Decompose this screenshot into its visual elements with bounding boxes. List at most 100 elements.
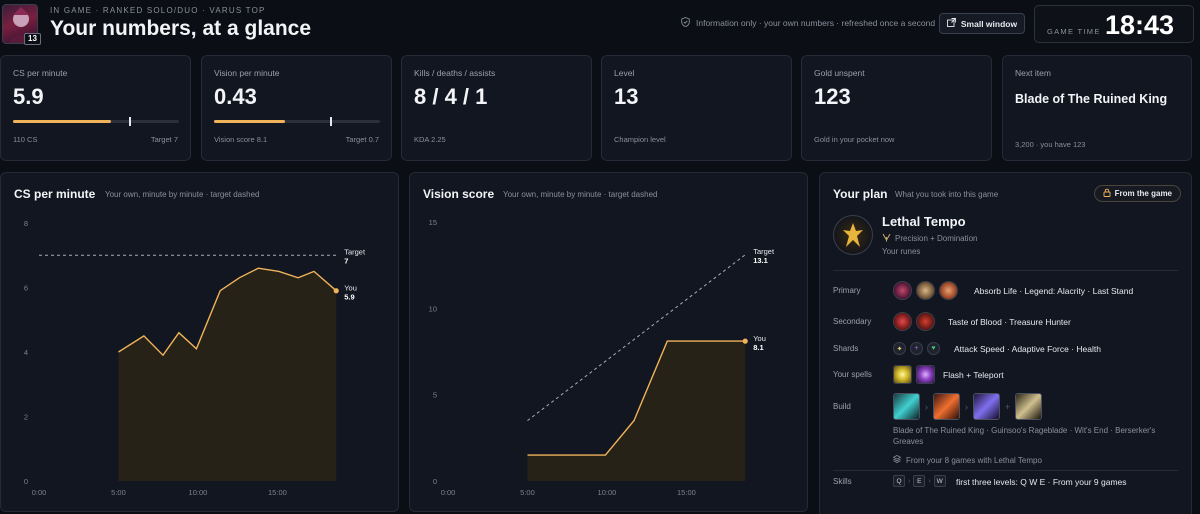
- last-stand-icon: [939, 281, 958, 300]
- target-label: Target: [753, 247, 775, 256]
- build-source-text: From your 8 games with Lethal Tempo: [906, 455, 1042, 465]
- y-tick-label: 0: [433, 477, 437, 486]
- target-marker: [129, 117, 131, 126]
- primary-runes-text: Absorb Life · Legend: Alacrity · Last St…: [974, 286, 1134, 296]
- absorb-life-icon: [893, 281, 912, 300]
- game-context: IN GAME · RANKED SOLO/DUO · VARUS TOP: [50, 6, 266, 15]
- rune-trees: Precision + Domination: [882, 233, 977, 244]
- stat-footnote: 3,200 · you have 123: [1015, 140, 1086, 149]
- keystone-name: Lethal Tempo: [882, 214, 966, 229]
- skills-label: Skills: [833, 477, 852, 486]
- legend-alacrity-icon: [916, 281, 935, 300]
- stat-card-gold: Gold unspent 123 Gold in your pocket now: [801, 55, 992, 161]
- game-time-panel: GAME TIME 18:43: [1034, 5, 1194, 43]
- layers-icon: [892, 455, 902, 465]
- series-area: [527, 341, 746, 481]
- skill-keys: Q › E › W: [893, 475, 946, 487]
- build-label: Build: [833, 402, 851, 411]
- x-tick-label: 5:00: [520, 488, 535, 497]
- stat-label: Vision per minute: [214, 68, 280, 78]
- popout-icon: [946, 18, 956, 29]
- small-window-button[interactable]: Small window: [939, 13, 1025, 34]
- secondary-label: Secondary: [833, 317, 872, 326]
- target-line: [527, 254, 746, 421]
- target-marker: [330, 117, 332, 126]
- target-value-label: 7: [344, 256, 348, 265]
- attack-speed-shard-icon: ✦: [893, 342, 906, 355]
- stat-card-vision: Vision per minute 0.43 Vision score 8.1 …: [201, 55, 392, 161]
- x-tick-label: 5:00: [111, 488, 126, 497]
- teleport-icon: [916, 365, 935, 384]
- chevron-right-icon: ›: [928, 477, 931, 485]
- stat-footnote: Champion level: [614, 135, 666, 144]
- blade-of-the-ruined-king-icon: [893, 393, 920, 420]
- from-game-badge[interactable]: From the game: [1093, 185, 1181, 202]
- shield-check-icon: [681, 17, 690, 29]
- skill-key: E: [913, 475, 926, 487]
- secondary-runes-text: Taste of Blood · Treasure Hunter: [948, 317, 1071, 327]
- target-value-label: 13.1: [753, 256, 768, 265]
- skills-text: first three levels: Q W E · From your 9 …: [956, 477, 1127, 487]
- chevron-right-icon: ›: [965, 401, 968, 412]
- stat-label: Next item: [1015, 68, 1051, 78]
- y-tick-label: 6: [24, 284, 28, 293]
- x-tick-label: 0:00: [441, 488, 456, 497]
- y-tick-label: 5: [433, 391, 437, 400]
- y-tick-label: 2: [24, 413, 28, 422]
- stat-footnote: Vision score 8.1: [214, 135, 268, 144]
- lethal-tempo-icon: [833, 215, 873, 255]
- primary-runes: [893, 281, 958, 300]
- x-tick-label: 0:00: [32, 488, 47, 497]
- small-window-label: Small window: [960, 18, 1018, 29]
- target-label: Target: [344, 247, 366, 256]
- stat-target: Target 0.7: [345, 135, 379, 144]
- flash-icon: [893, 365, 912, 384]
- skill-key: Q: [893, 475, 905, 487]
- progress-fill: [13, 120, 111, 123]
- progress-bar: [214, 117, 380, 126]
- skill-key: W: [933, 475, 946, 487]
- page-title: Your numbers, at a glance: [50, 17, 312, 40]
- series-line: [527, 340, 746, 456]
- stat-card-next-item: Next item Blade of The Ruined King 3,200…: [1002, 55, 1192, 161]
- build-items-text: Blade of The Ruined King · Guinsoo's Rag…: [893, 426, 1156, 446]
- adaptive-force-shard-icon: +: [910, 342, 923, 355]
- shards-text: Attack Speed · Adaptive Force · Health: [954, 344, 1101, 354]
- chevron-right-icon: ›: [908, 477, 911, 485]
- plan-subtitle: What you took into this game: [895, 190, 999, 199]
- stat-footnote: KDA 2.25: [414, 135, 446, 144]
- stat-label: CS per minute: [13, 68, 68, 78]
- stat-value: 0.43: [214, 84, 257, 109]
- series-area: [118, 268, 337, 481]
- you-label: You: [753, 334, 766, 343]
- x-tick-label: 10:00: [189, 488, 208, 497]
- stat-label: Level: [614, 68, 635, 78]
- stat-footnote: 110 CS: [13, 135, 38, 144]
- berserkers-greaves-icon: [1015, 393, 1043, 420]
- stat-card-level: Level 13 Champion level: [601, 55, 792, 161]
- lock-icon: [1103, 188, 1111, 199]
- chart-title: CS per minute: [14, 187, 96, 201]
- cs-chart-card: CS per minute Your own, minute by minute…: [0, 172, 399, 512]
- chart-title: Vision score: [423, 187, 495, 201]
- plan-card: Your plan What you took into this game F…: [819, 172, 1192, 514]
- current-point: [333, 288, 339, 294]
- y-tick-label: 0: [24, 477, 28, 486]
- taste-of-blood-icon: [893, 312, 912, 331]
- y-tick-label: 4: [24, 348, 28, 357]
- stat-value: Blade of The Ruined King: [1015, 92, 1168, 106]
- champion-avatar: [2, 4, 38, 44]
- shards-label: Shards: [833, 344, 859, 353]
- x-tick-label: 10:00: [598, 488, 617, 497]
- you-label: You: [344, 284, 357, 293]
- your-runes-label: Your runes: [882, 247, 921, 256]
- stat-value: 5.9: [13, 84, 44, 109]
- stat-value: 123: [814, 84, 851, 109]
- y-tick-label: 10: [429, 304, 437, 313]
- game-time-label: GAME TIME: [1047, 27, 1101, 36]
- stat-target: Target 7: [150, 135, 178, 144]
- champion-level-badge: 13: [24, 33, 41, 45]
- guinsoos-rageblade-icon: [933, 393, 960, 420]
